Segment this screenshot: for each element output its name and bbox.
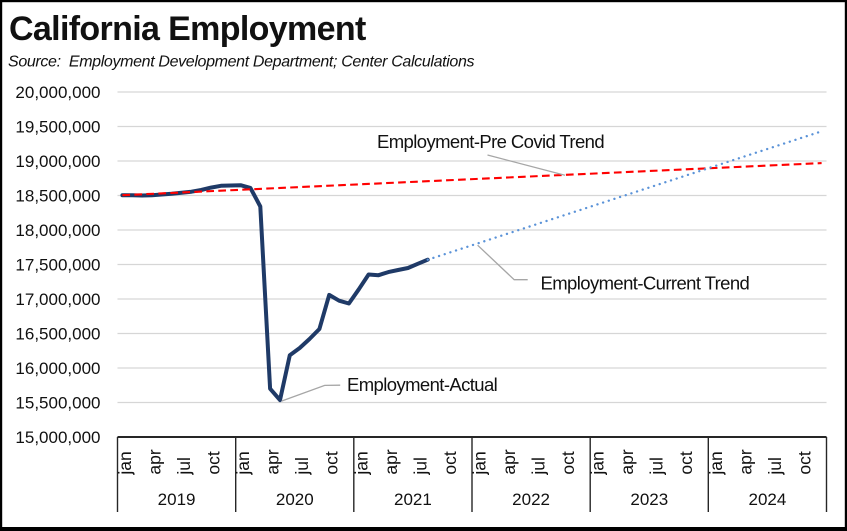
svg-text:jan: jan <box>233 451 253 475</box>
svg-text:19,000,000: 19,000,000 <box>15 152 100 171</box>
svg-text:17,500,000: 17,500,000 <box>15 256 100 275</box>
svg-text:jan: jan <box>706 451 726 475</box>
svg-text:Employment-Pre Covid Trend: Employment-Pre Covid Trend <box>377 131 604 152</box>
svg-text:2023: 2023 <box>630 490 668 509</box>
svg-text:oct: oct <box>794 451 814 474</box>
svg-text:jul: jul <box>292 457 312 476</box>
svg-text:jul: jul <box>410 457 430 476</box>
svg-text:apr: apr <box>735 449 755 474</box>
svg-text:oct: oct <box>204 451 224 474</box>
svg-text:19,500,000: 19,500,000 <box>15 118 100 137</box>
svg-text:2024: 2024 <box>748 490 786 509</box>
svg-text:2020: 2020 <box>276 490 314 509</box>
svg-text:jul: jul <box>765 457 785 476</box>
svg-text:2021: 2021 <box>394 490 432 509</box>
svg-text:Source: Employment Developmen: Source: Employment Development Departmen… <box>8 54 475 71</box>
svg-text:apr: apr <box>145 449 165 474</box>
svg-text:apr: apr <box>381 449 401 474</box>
svg-text:oct: oct <box>322 451 342 474</box>
svg-text:Employment-Current Trend: Employment-Current Trend <box>541 273 750 294</box>
svg-text:jan: jan <box>588 451 608 475</box>
svg-text:16,500,000: 16,500,000 <box>15 325 100 344</box>
svg-text:jan: jan <box>351 451 371 475</box>
svg-text:oct: oct <box>676 451 696 474</box>
svg-text:20,000,000: 20,000,000 <box>15 83 100 102</box>
svg-text:17,000,000: 17,000,000 <box>15 290 100 309</box>
svg-text:2022: 2022 <box>512 490 550 509</box>
svg-text:15,500,000: 15,500,000 <box>15 394 100 413</box>
svg-text:jan: jan <box>469 451 489 475</box>
svg-text:apr: apr <box>263 449 283 474</box>
svg-text:oct: oct <box>558 451 578 474</box>
svg-text:2019: 2019 <box>158 490 196 509</box>
svg-text:18,000,000: 18,000,000 <box>15 221 100 240</box>
svg-text:16,000,000: 16,000,000 <box>15 359 100 378</box>
svg-text:jul: jul <box>529 457 549 476</box>
svg-text:apr: apr <box>499 449 519 474</box>
svg-text:California Employment: California Employment <box>9 10 366 48</box>
svg-text:18,500,000: 18,500,000 <box>15 187 100 206</box>
svg-text:apr: apr <box>617 449 637 474</box>
svg-text:15,000,000: 15,000,000 <box>15 428 100 447</box>
svg-text:jul: jul <box>647 457 667 476</box>
svg-text:jan: jan <box>115 451 135 475</box>
svg-text:Employment-Actual: Employment-Actual <box>347 374 497 395</box>
svg-text:jul: jul <box>174 457 194 476</box>
svg-text:oct: oct <box>440 451 460 474</box>
